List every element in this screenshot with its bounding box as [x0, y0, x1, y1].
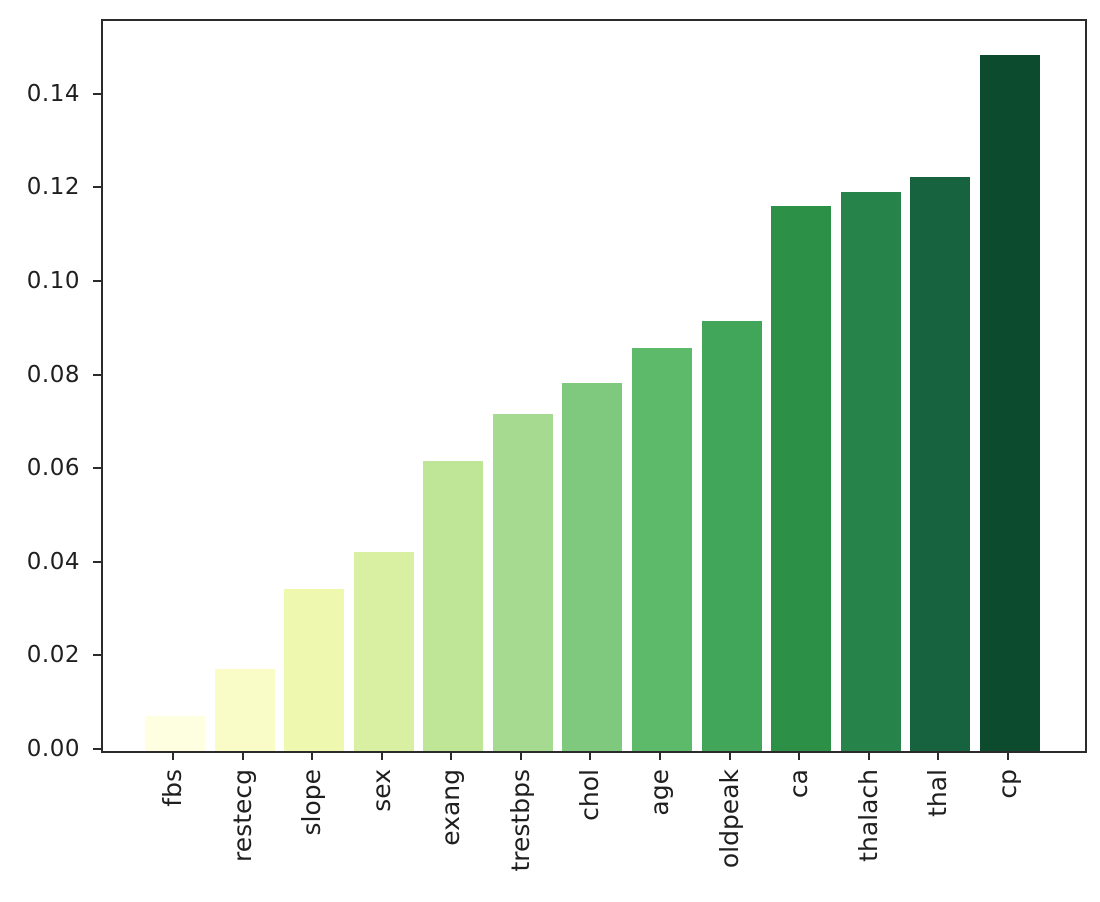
bar-thalach — [840, 191, 901, 751]
y-tick-label-0.08: 0.08 — [26, 361, 80, 388]
x-tick-label-restecg: restecg — [227, 769, 257, 862]
x-tick-mark — [867, 751, 870, 760]
x-tick-mark — [380, 751, 383, 760]
bar-slope — [284, 588, 345, 751]
x-tick-label-fbs: fbs — [158, 769, 187, 807]
bar-fbs — [145, 715, 205, 751]
y-tick-label-0.14: 0.14 — [26, 80, 80, 107]
x-tick-label-oldpeak: oldpeak — [714, 769, 744, 869]
plot-area — [101, 19, 1087, 753]
x-tick-label-slope: slope — [297, 769, 327, 836]
x-tick-label-thalach: thalach — [853, 769, 883, 862]
y-tick-label-0.12: 0.12 — [26, 174, 80, 201]
x-tick-mark — [172, 751, 174, 760]
bar-sex — [353, 552, 414, 751]
x-tick-mark — [589, 751, 592, 760]
x-tick-mark — [937, 751, 940, 760]
y-tick-mark — [93, 92, 101, 95]
y-tick-mark — [93, 467, 101, 470]
y-tick-mark — [93, 186, 101, 189]
x-tick-label-exang: exang — [436, 769, 466, 846]
x-tick-label-chol: chol — [575, 769, 605, 821]
x-tick-label-ca: ca — [784, 769, 814, 799]
x-tick-mark — [519, 751, 522, 760]
y-tick-mark — [93, 373, 101, 376]
bar-trestbps — [492, 413, 553, 751]
x-tick-label-cp: cp — [992, 769, 1022, 799]
y-tick-label-0.04: 0.04 — [26, 548, 80, 575]
bar-exang — [423, 461, 484, 751]
y-tick-label-0.00: 0.00 — [26, 736, 80, 762]
bar-thal — [910, 176, 971, 751]
y-tick-label-0.06: 0.06 — [26, 455, 80, 482]
x-tick-mark — [798, 751, 801, 760]
x-tick-mark — [1006, 751, 1009, 760]
bar-oldpeak — [701, 320, 762, 751]
x-tick-label-trestbps: trestbps — [505, 769, 535, 872]
bar-cp — [979, 55, 1040, 751]
x-tick-mark — [659, 751, 662, 760]
bar-ca — [771, 205, 832, 751]
y-tick-mark — [93, 280, 101, 283]
y-tick-label-0.02: 0.02 — [26, 642, 80, 669]
y-tick-mark — [93, 654, 101, 657]
x-tick-mark — [450, 751, 453, 760]
x-tick-mark — [728, 751, 731, 760]
bar-age — [632, 347, 693, 751]
x-tick-label-sex: sex — [366, 769, 396, 812]
x-tick-label-thal: thal — [923, 769, 953, 817]
x-tick-mark — [241, 751, 244, 760]
bar-chol — [562, 382, 623, 751]
bar-restecg — [214, 669, 275, 751]
x-tick-mark — [311, 751, 314, 760]
y-tick-label-0.10: 0.10 — [26, 268, 80, 295]
y-tick-mark — [93, 560, 101, 563]
y-tick-mark — [93, 748, 101, 750]
x-tick-label-age: age — [645, 769, 675, 816]
